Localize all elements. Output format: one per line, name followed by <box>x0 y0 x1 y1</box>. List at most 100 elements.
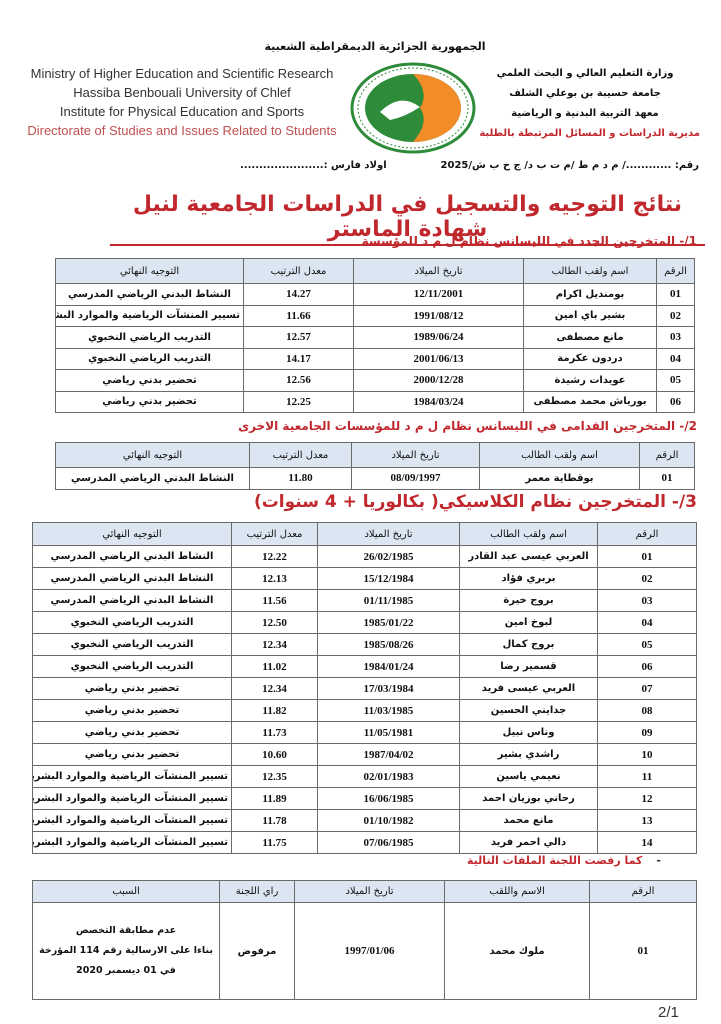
cell-score: 12.57 <box>243 326 354 349</box>
cell-number: 03 <box>597 589 697 612</box>
cell-orientation: تسيير المنشآت الرياضية والموارد البشرية <box>32 787 232 810</box>
column-header-name: الاسم واللقب <box>444 880 590 903</box>
cell-number: 05 <box>597 633 697 656</box>
cell-score: 12.34 <box>231 633 318 656</box>
cell-score: 11.73 <box>231 721 318 744</box>
column-header-orientation: التوجيه النهائي <box>32 522 232 546</box>
column-header-reason: السبب <box>32 880 220 903</box>
cell-orientation: النشاط البدني الرياضي المدرسي <box>32 589 232 612</box>
cell-score: 11.02 <box>231 655 318 678</box>
cell-orientation: النشاط البدني الرياضي المدرسي <box>32 545 232 568</box>
ministry-en: Ministry of Higher Education and Scienti… <box>30 66 334 81</box>
table-row: 04 لبوخ امين 1985/01/22 12.50 التدريب الرياض… <box>32 611 697 634</box>
cell-score: 10.60 <box>231 743 318 766</box>
cell-number: 05 <box>656 369 695 392</box>
bullet: - <box>656 854 661 867</box>
cell-name: عويدات رشيدة <box>523 369 657 392</box>
table-header-row: الرقم الاسم واللقب تاريخ الميلاد راي اللجنة… <box>32 880 697 903</box>
table-row: 03 بروج خيرة 01/11/1985 11.56 النشاط البدني … <box>32 589 697 612</box>
cell-number: 07 <box>597 677 697 700</box>
table-row: 02 بشير باي امين 1991/08/12 11.66 تسيير المن… <box>55 304 695 327</box>
reason-line: عدم مطابقة التخصص <box>75 925 177 936</box>
cell-score: 14.17 <box>243 347 354 370</box>
section2-table: الرقم اسم ولقب الطالب تاريخ الميلاد معدل ال… <box>55 442 695 490</box>
column-header-name: اسم ولقب الطالب <box>523 258 657 284</box>
cell-orientation: تحضير بدني رياضي <box>55 369 244 392</box>
cell-birth-date: 16/06/1985 <box>317 787 460 810</box>
cell-number: 02 <box>656 304 695 327</box>
cell-name: العربي عيسى فريد <box>459 677 598 700</box>
column-header-orientation: التوجيه النهائي <box>55 258 244 284</box>
cell-birth-date: 17/03/1984 <box>317 677 460 700</box>
cell-orientation: تسيير المنشآت الرياضية والموارد البشرية <box>32 831 232 854</box>
cell-birth-date: 2000/12/28 <box>353 369 524 392</box>
cell-birth-date: 1997/01/06 <box>294 902 445 1000</box>
cell-birth-date: 2001/06/13 <box>353 347 524 370</box>
table-header-row: الرقم اسم ولقب الطالب تاريخ الميلاد معدل ال… <box>55 258 695 284</box>
table-row: 02 بربري فؤاد 15/12/1984 12.13 النشاط البدني… <box>32 567 697 590</box>
table-header-row: الرقم اسم ولقب الطالب تاريخ الميلاد معدل ال… <box>32 522 697 546</box>
table-row: 08 جدايني الحسين 11/03/1985 11.82 تحضير بدني… <box>32 699 697 722</box>
column-header-birth-date: تاريخ الميلاد <box>294 880 445 903</box>
cell-orientation: تحضير بدني رياضي <box>32 699 232 722</box>
cell-orientation: تسيير المنشآت الرياضية والموارد البشرية <box>32 765 232 788</box>
cell-birth-date: 12/11/2001 <box>353 283 524 306</box>
cell-number: 06 <box>656 390 695 413</box>
cell-name: بروج كمال <box>459 633 598 656</box>
table-row: 01 ملوك محمد 1997/01/06 مرفوض عدم مطابقة الت… <box>32 902 697 1000</box>
cell-orientation: تسيير المنشآت الرياضية والموارد البشرية <box>32 809 232 832</box>
cell-birth-date: 1987/04/02 <box>317 743 460 766</box>
cell-score: 12.35 <box>231 765 318 788</box>
cell-score: 12.25 <box>243 390 354 413</box>
cell-birth-date: 08/09/1997 <box>351 467 480 490</box>
cell-orientation: التدريب الرياضي النخبوي <box>55 326 244 349</box>
cell-committee-opinion: مرفوض <box>219 902 295 1000</box>
cell-name: وناس نبيل <box>459 721 598 744</box>
cell-number: 13 <box>597 809 697 832</box>
cell-orientation: تحضير بدني رياضي <box>32 677 232 700</box>
cell-number: 01 <box>589 902 697 1000</box>
cell-name: العربي عيسى عبد القادر <box>459 545 598 568</box>
section2-heading: 2/- المتخرجين القدامى في الليسانس نظام ل… <box>238 419 697 433</box>
institute-en: Institute for Physical Education and Spo… <box>59 104 305 119</box>
cell-orientation: النشاط البدني الرياضي المدرسي <box>55 467 250 490</box>
column-header-birth-date: تاريخ الميلاد <box>317 522 460 546</box>
cell-number: 11 <box>597 765 697 788</box>
cell-birth-date: 1989/06/24 <box>353 326 524 349</box>
cell-score: 14.27 <box>243 283 354 306</box>
table-row: 01 العربي عيسى عبد القادر 26/02/1985 12.22 ا… <box>32 545 697 568</box>
cell-number: 08 <box>597 699 697 722</box>
university-ar: جامعة حسيبة بن بوعلي الشلف <box>509 88 661 99</box>
cell-number: 12 <box>597 787 697 810</box>
table-row: 01 بومنديل اكرام 12/11/2001 14.27 النشاط الب… <box>55 283 695 306</box>
cell-name: بوقطاية معمر <box>479 467 640 490</box>
section3-heading: 3/- المتخرجين نظام الكلاسيكي( بكالوريا +… <box>253 492 697 512</box>
cell-score: 12.34 <box>231 677 318 700</box>
cell-number: 14 <box>597 831 697 854</box>
cell-birth-date: 1985/01/22 <box>317 611 460 634</box>
university-logo <box>350 62 476 154</box>
cell-orientation: النشاط البدني الرياضي المدرسي <box>55 283 244 306</box>
cell-birth-date: 07/06/1985 <box>317 831 460 854</box>
column-header-name: اسم ولقب الطالب <box>479 442 640 468</box>
cell-score: 11.56 <box>231 589 318 612</box>
cell-name: راشدي بشير <box>459 743 598 766</box>
cell-orientation: تحضير بدني رياضي <box>55 390 244 413</box>
page-title: نتائج التوجيه والتسجيل في الدراسات الجام… <box>110 192 705 246</box>
page-number: 2/1 <box>658 1004 679 1021</box>
cell-score: 12.50 <box>231 611 318 634</box>
cell-name: رحاني بوزيان احمد <box>459 787 598 810</box>
cell-name: نعيمي ياسين <box>459 765 598 788</box>
cell-name: بربري فؤاد <box>459 567 598 590</box>
cell-birth-date: 1984/01/24 <box>317 655 460 678</box>
ministry-ar: وزارة التعليم العالي و البحث العلمي <box>496 68 674 79</box>
table-row: 10 راشدي بشير 1987/04/02 10.60 تحضير بدني ري… <box>32 743 697 766</box>
cell-number: 03 <box>656 326 695 349</box>
column-header-number: الرقم <box>639 442 695 468</box>
table-row: 07 العربي عيسى فريد 17/03/1984 12.34 تحضير ب… <box>32 677 697 700</box>
table-row: 13 مانع محمد 01/10/1982 11.78 تسيير المنشآت … <box>32 809 697 832</box>
cell-score: 11.75 <box>231 831 318 854</box>
table-row: 12 رحاني بوزيان احمد 16/06/1985 11.89 تسيير … <box>32 787 697 810</box>
cell-number: 01 <box>597 545 697 568</box>
column-header-orientation: التوجيه النهائي <box>55 442 250 468</box>
